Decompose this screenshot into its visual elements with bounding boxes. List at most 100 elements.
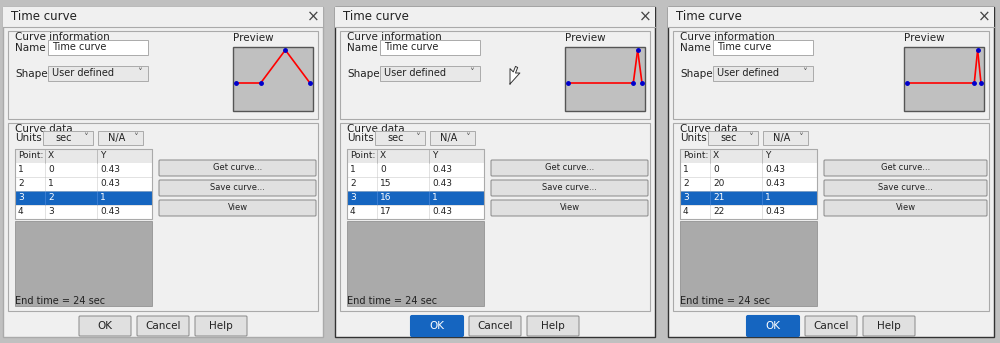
Text: ˅: ˅ (134, 133, 138, 143)
Text: ˅: ˅ (138, 69, 142, 79)
FancyBboxPatch shape (527, 316, 579, 336)
Text: 2: 2 (683, 179, 689, 189)
Bar (48, 40, 148, 55)
FancyBboxPatch shape (137, 316, 189, 336)
Bar (713, 66, 813, 81)
Bar (904, 47, 984, 111)
Text: Help: Help (209, 321, 233, 331)
Text: User defined: User defined (52, 69, 114, 79)
FancyBboxPatch shape (824, 200, 987, 216)
Text: Time curve: Time curve (52, 43, 106, 52)
Text: View: View (227, 203, 248, 213)
Text: Curve information: Curve information (15, 32, 110, 42)
Bar (3, 7, 323, 337)
Bar (15, 149, 152, 219)
Text: OK: OK (98, 321, 112, 331)
Text: Shape: Shape (680, 69, 713, 79)
Bar (347, 149, 484, 163)
FancyBboxPatch shape (805, 316, 857, 336)
Bar (708, 131, 758, 145)
Text: 17: 17 (380, 208, 392, 216)
Polygon shape (510, 67, 520, 84)
FancyBboxPatch shape (195, 316, 247, 336)
Bar (15, 221, 152, 306)
Text: 0.43: 0.43 (765, 179, 785, 189)
Bar (15, 177, 152, 191)
Text: 0: 0 (380, 166, 386, 175)
Text: Cancel: Cancel (145, 321, 181, 331)
Text: Help: Help (541, 321, 565, 331)
Bar (565, 47, 645, 111)
Text: 1: 1 (18, 166, 24, 175)
Bar (673, 123, 989, 311)
Text: End time = 24 sec: End time = 24 sec (15, 296, 105, 306)
Text: Curve information: Curve information (680, 32, 775, 42)
Text: Curve data: Curve data (680, 124, 738, 134)
Bar (680, 177, 817, 191)
Text: 0.43: 0.43 (765, 166, 785, 175)
Bar (680, 205, 817, 219)
Text: Save curve...: Save curve... (210, 184, 265, 192)
Text: End time = 24 sec: End time = 24 sec (347, 296, 437, 306)
Text: 3: 3 (683, 193, 689, 202)
Text: X: X (380, 152, 386, 161)
Text: Y: Y (100, 152, 105, 161)
Bar (8, 123, 318, 311)
Bar (673, 31, 989, 119)
Text: sec: sec (720, 133, 736, 143)
Text: ˅: ˅ (416, 133, 420, 143)
FancyBboxPatch shape (863, 316, 915, 336)
Text: Cancel: Cancel (477, 321, 513, 331)
Bar (3, 7, 323, 27)
FancyBboxPatch shape (824, 180, 987, 196)
Text: 4: 4 (683, 208, 689, 216)
Text: Cancel: Cancel (813, 321, 849, 331)
Bar (347, 191, 484, 205)
Bar (335, 7, 655, 337)
Bar (668, 7, 994, 27)
Text: ˅: ˅ (799, 133, 803, 143)
Text: 3: 3 (18, 193, 24, 202)
Text: OK: OK (430, 321, 444, 331)
Text: Point:: Point: (683, 152, 708, 161)
Text: 3: 3 (48, 208, 54, 216)
Text: Time curve: Time curve (11, 11, 77, 24)
Text: 1: 1 (100, 193, 106, 202)
Text: Curve data: Curve data (347, 124, 405, 134)
Text: ×: × (307, 10, 319, 24)
Text: ˅: ˅ (470, 69, 474, 79)
Text: Y: Y (432, 152, 437, 161)
Text: Units: Units (680, 133, 707, 143)
Text: 0.43: 0.43 (100, 179, 120, 189)
Text: Get curve...: Get curve... (545, 164, 594, 173)
Text: 22: 22 (713, 208, 724, 216)
Text: Curve data: Curve data (15, 124, 73, 134)
Bar (43, 131, 93, 145)
Text: Save curve...: Save curve... (542, 184, 597, 192)
Text: 0.43: 0.43 (432, 166, 452, 175)
Text: Units: Units (347, 133, 374, 143)
Text: Units: Units (15, 133, 42, 143)
Text: Point:: Point: (18, 152, 43, 161)
Text: 0: 0 (713, 166, 719, 175)
Bar (15, 149, 152, 163)
Text: N/A: N/A (108, 133, 125, 143)
Bar (15, 191, 152, 205)
Text: 2: 2 (350, 179, 356, 189)
Bar (48, 66, 148, 81)
Text: sec: sec (55, 133, 72, 143)
Text: Name: Name (15, 43, 46, 53)
Text: Shape: Shape (347, 69, 380, 79)
Text: Time curve: Time curve (676, 11, 742, 24)
Text: 0.43: 0.43 (100, 208, 120, 216)
Text: Y: Y (765, 152, 770, 161)
Text: N/A: N/A (440, 133, 457, 143)
Text: ×: × (978, 10, 990, 24)
Text: Name: Name (347, 43, 378, 53)
Text: 0.43: 0.43 (765, 208, 785, 216)
FancyBboxPatch shape (159, 180, 316, 196)
Text: ˅: ˅ (803, 69, 807, 79)
Text: Time curve: Time curve (384, 43, 438, 52)
Text: ˅: ˅ (84, 133, 88, 143)
FancyBboxPatch shape (79, 316, 131, 336)
